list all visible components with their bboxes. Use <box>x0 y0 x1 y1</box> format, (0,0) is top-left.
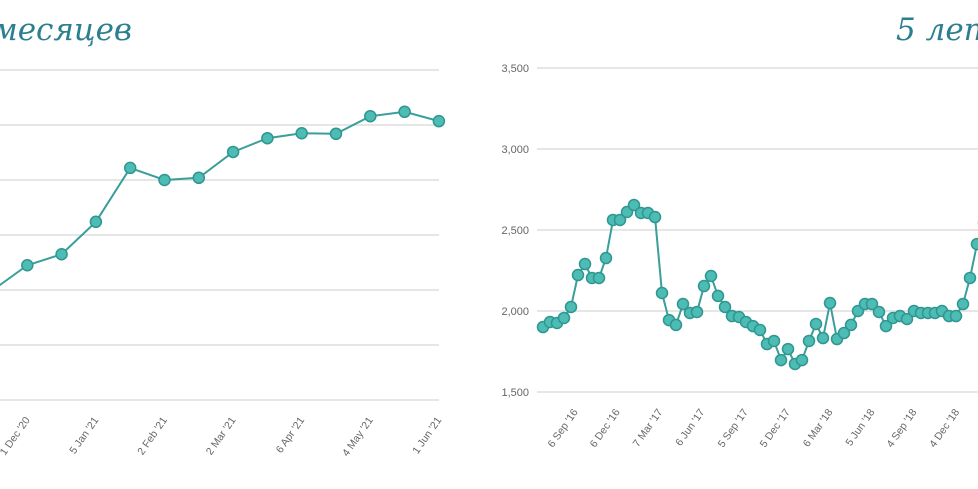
data-point <box>823 296 837 310</box>
chart-title-months: месяцев <box>0 12 132 48</box>
data-point <box>627 198 641 212</box>
data-point <box>865 297 879 311</box>
y-tick-label: 1,500 <box>501 387 529 399</box>
data-point <box>398 105 411 119</box>
x-tick-label: 1 Dec '20 <box>0 415 33 458</box>
x-tick-label: 2 Mar '21 <box>204 415 239 458</box>
x-tick-label: 6 Sep '16 <box>546 407 581 450</box>
x-tick-label: 6 Mar '18 <box>801 407 836 450</box>
chart-title-5-years: 5 лет <box>896 12 978 48</box>
data-point <box>900 312 914 326</box>
series-line <box>542 203 978 366</box>
data-point <box>432 114 446 128</box>
data-point <box>697 279 711 293</box>
y-tick-label: 2,500 <box>501 225 529 237</box>
data-point <box>956 297 970 311</box>
data-point <box>809 317 823 331</box>
x-tick-label: 2 Feb '21 <box>135 415 170 458</box>
x-tick-label: 5 Jun '18 <box>843 407 877 449</box>
y-tick-label: 2,000 <box>501 306 529 318</box>
y-tick-label: 3,500 <box>501 63 529 75</box>
data-point <box>704 269 718 283</box>
data-point <box>781 342 795 356</box>
data-point <box>669 318 683 332</box>
data-point <box>655 286 669 300</box>
data-point <box>718 300 732 314</box>
x-tick-label: 6 Dec '16 <box>588 407 623 450</box>
data-point <box>690 305 704 319</box>
x-tick-label: 6 Apr '21 <box>274 415 308 456</box>
x-tick-label: 4 Dec '18 <box>927 407 962 450</box>
data-point <box>364 109 377 123</box>
data-point <box>753 323 767 337</box>
data-point <box>261 131 274 145</box>
data-point <box>837 326 851 340</box>
data-point <box>774 353 788 367</box>
x-tick-label: 4 May '21 <box>340 415 376 459</box>
chart-1: 1,500 2,000 2,500 3,000 3,500 6 Sep '16 6 Dec … <box>501 63 978 450</box>
data-point <box>802 334 816 348</box>
data-point <box>599 251 613 265</box>
data-point <box>123 161 137 175</box>
x-tick-label: 7 Mar '17 <box>631 407 666 450</box>
data-point <box>21 259 34 272</box>
data-point <box>676 297 690 311</box>
data-point <box>192 171 206 185</box>
data-point <box>55 248 68 261</box>
data-point <box>89 215 103 229</box>
x-tick-label: 5 Dec '17 <box>758 407 793 450</box>
x-tick-label: 1 Jun '21 <box>410 415 444 457</box>
x-tick-label: 5 Sep '17 <box>716 407 751 450</box>
data-point <box>564 300 578 314</box>
data-point <box>879 319 893 333</box>
data-point <box>557 311 571 325</box>
series-line <box>0 110 440 287</box>
data-point <box>329 127 343 141</box>
data-point <box>648 210 662 224</box>
data-point <box>578 257 592 271</box>
data-point <box>949 309 963 323</box>
chart-0: 1 Dec '20 5 Jan '21 2 Feb '21 2 Mar '21 6 Ap… <box>0 69 446 459</box>
data-point <box>970 237 978 251</box>
data-point <box>872 305 886 319</box>
data-point <box>613 213 627 227</box>
x-tick-label: 5 Jan '21 <box>67 415 101 457</box>
data-point <box>226 145 240 159</box>
data-point <box>711 289 725 303</box>
data-point <box>767 334 781 348</box>
data-point <box>158 173 171 187</box>
y-tick-label: 3,000 <box>501 144 529 156</box>
data-point <box>295 127 308 140</box>
data-point <box>963 271 977 285</box>
data-point <box>795 353 809 367</box>
data-point <box>844 318 858 332</box>
data-point <box>592 271 606 285</box>
x-tick-label: 6 Jun '17 <box>673 407 707 449</box>
x-tick-label: 4 Sep '18 <box>884 407 919 450</box>
data-point <box>571 268 585 282</box>
data-point <box>816 331 830 345</box>
